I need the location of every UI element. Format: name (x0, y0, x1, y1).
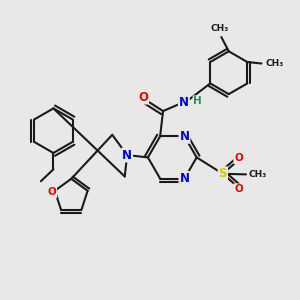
Text: O: O (138, 91, 148, 103)
Text: N: N (122, 148, 132, 162)
Text: O: O (47, 187, 56, 197)
Text: N: N (179, 172, 190, 185)
Text: N: N (179, 96, 189, 109)
Text: O: O (234, 184, 243, 194)
Text: O: O (234, 153, 243, 163)
Text: CH₃: CH₃ (265, 59, 284, 68)
Text: CH₃: CH₃ (211, 24, 229, 33)
Text: S: S (219, 167, 227, 180)
Text: CH₃: CH₃ (249, 170, 267, 179)
Text: H: H (194, 96, 202, 106)
Text: N: N (179, 130, 190, 143)
